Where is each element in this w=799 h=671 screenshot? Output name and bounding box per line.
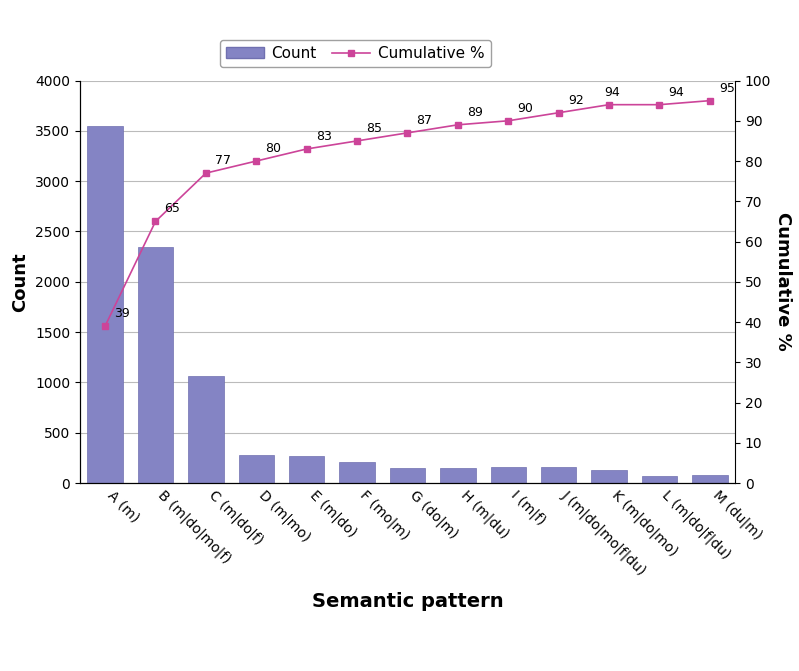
Bar — [541, 467, 576, 483]
Legend: Count, Cumulative %: Count, Cumulative % — [220, 40, 491, 67]
Y-axis label: Count: Count — [11, 252, 30, 311]
Text: 94: 94 — [604, 86, 620, 99]
Bar — [239, 455, 274, 483]
Text: 87: 87 — [416, 114, 432, 127]
Bar — [440, 468, 475, 483]
Text: 65: 65 — [165, 203, 181, 215]
Text: 95: 95 — [719, 82, 735, 95]
Bar — [189, 376, 224, 483]
Text: 83: 83 — [316, 130, 332, 143]
Text: 80: 80 — [265, 142, 281, 155]
Text: 77: 77 — [215, 154, 231, 167]
Y-axis label: Cumulative %: Cumulative % — [774, 213, 792, 351]
Bar — [289, 456, 324, 483]
Text: 89: 89 — [467, 106, 483, 119]
Bar — [390, 468, 425, 483]
Bar — [87, 126, 123, 483]
Bar — [138, 246, 173, 483]
Text: 92: 92 — [568, 94, 583, 107]
Bar — [340, 462, 375, 483]
Bar — [642, 476, 677, 483]
Bar — [692, 475, 728, 483]
Text: 85: 85 — [366, 122, 382, 135]
Text: 94: 94 — [669, 86, 684, 99]
Bar — [591, 470, 626, 483]
X-axis label: Semantic pattern: Semantic pattern — [312, 592, 503, 611]
Text: 90: 90 — [518, 102, 533, 115]
Bar — [491, 467, 526, 483]
Text: 39: 39 — [114, 307, 130, 320]
